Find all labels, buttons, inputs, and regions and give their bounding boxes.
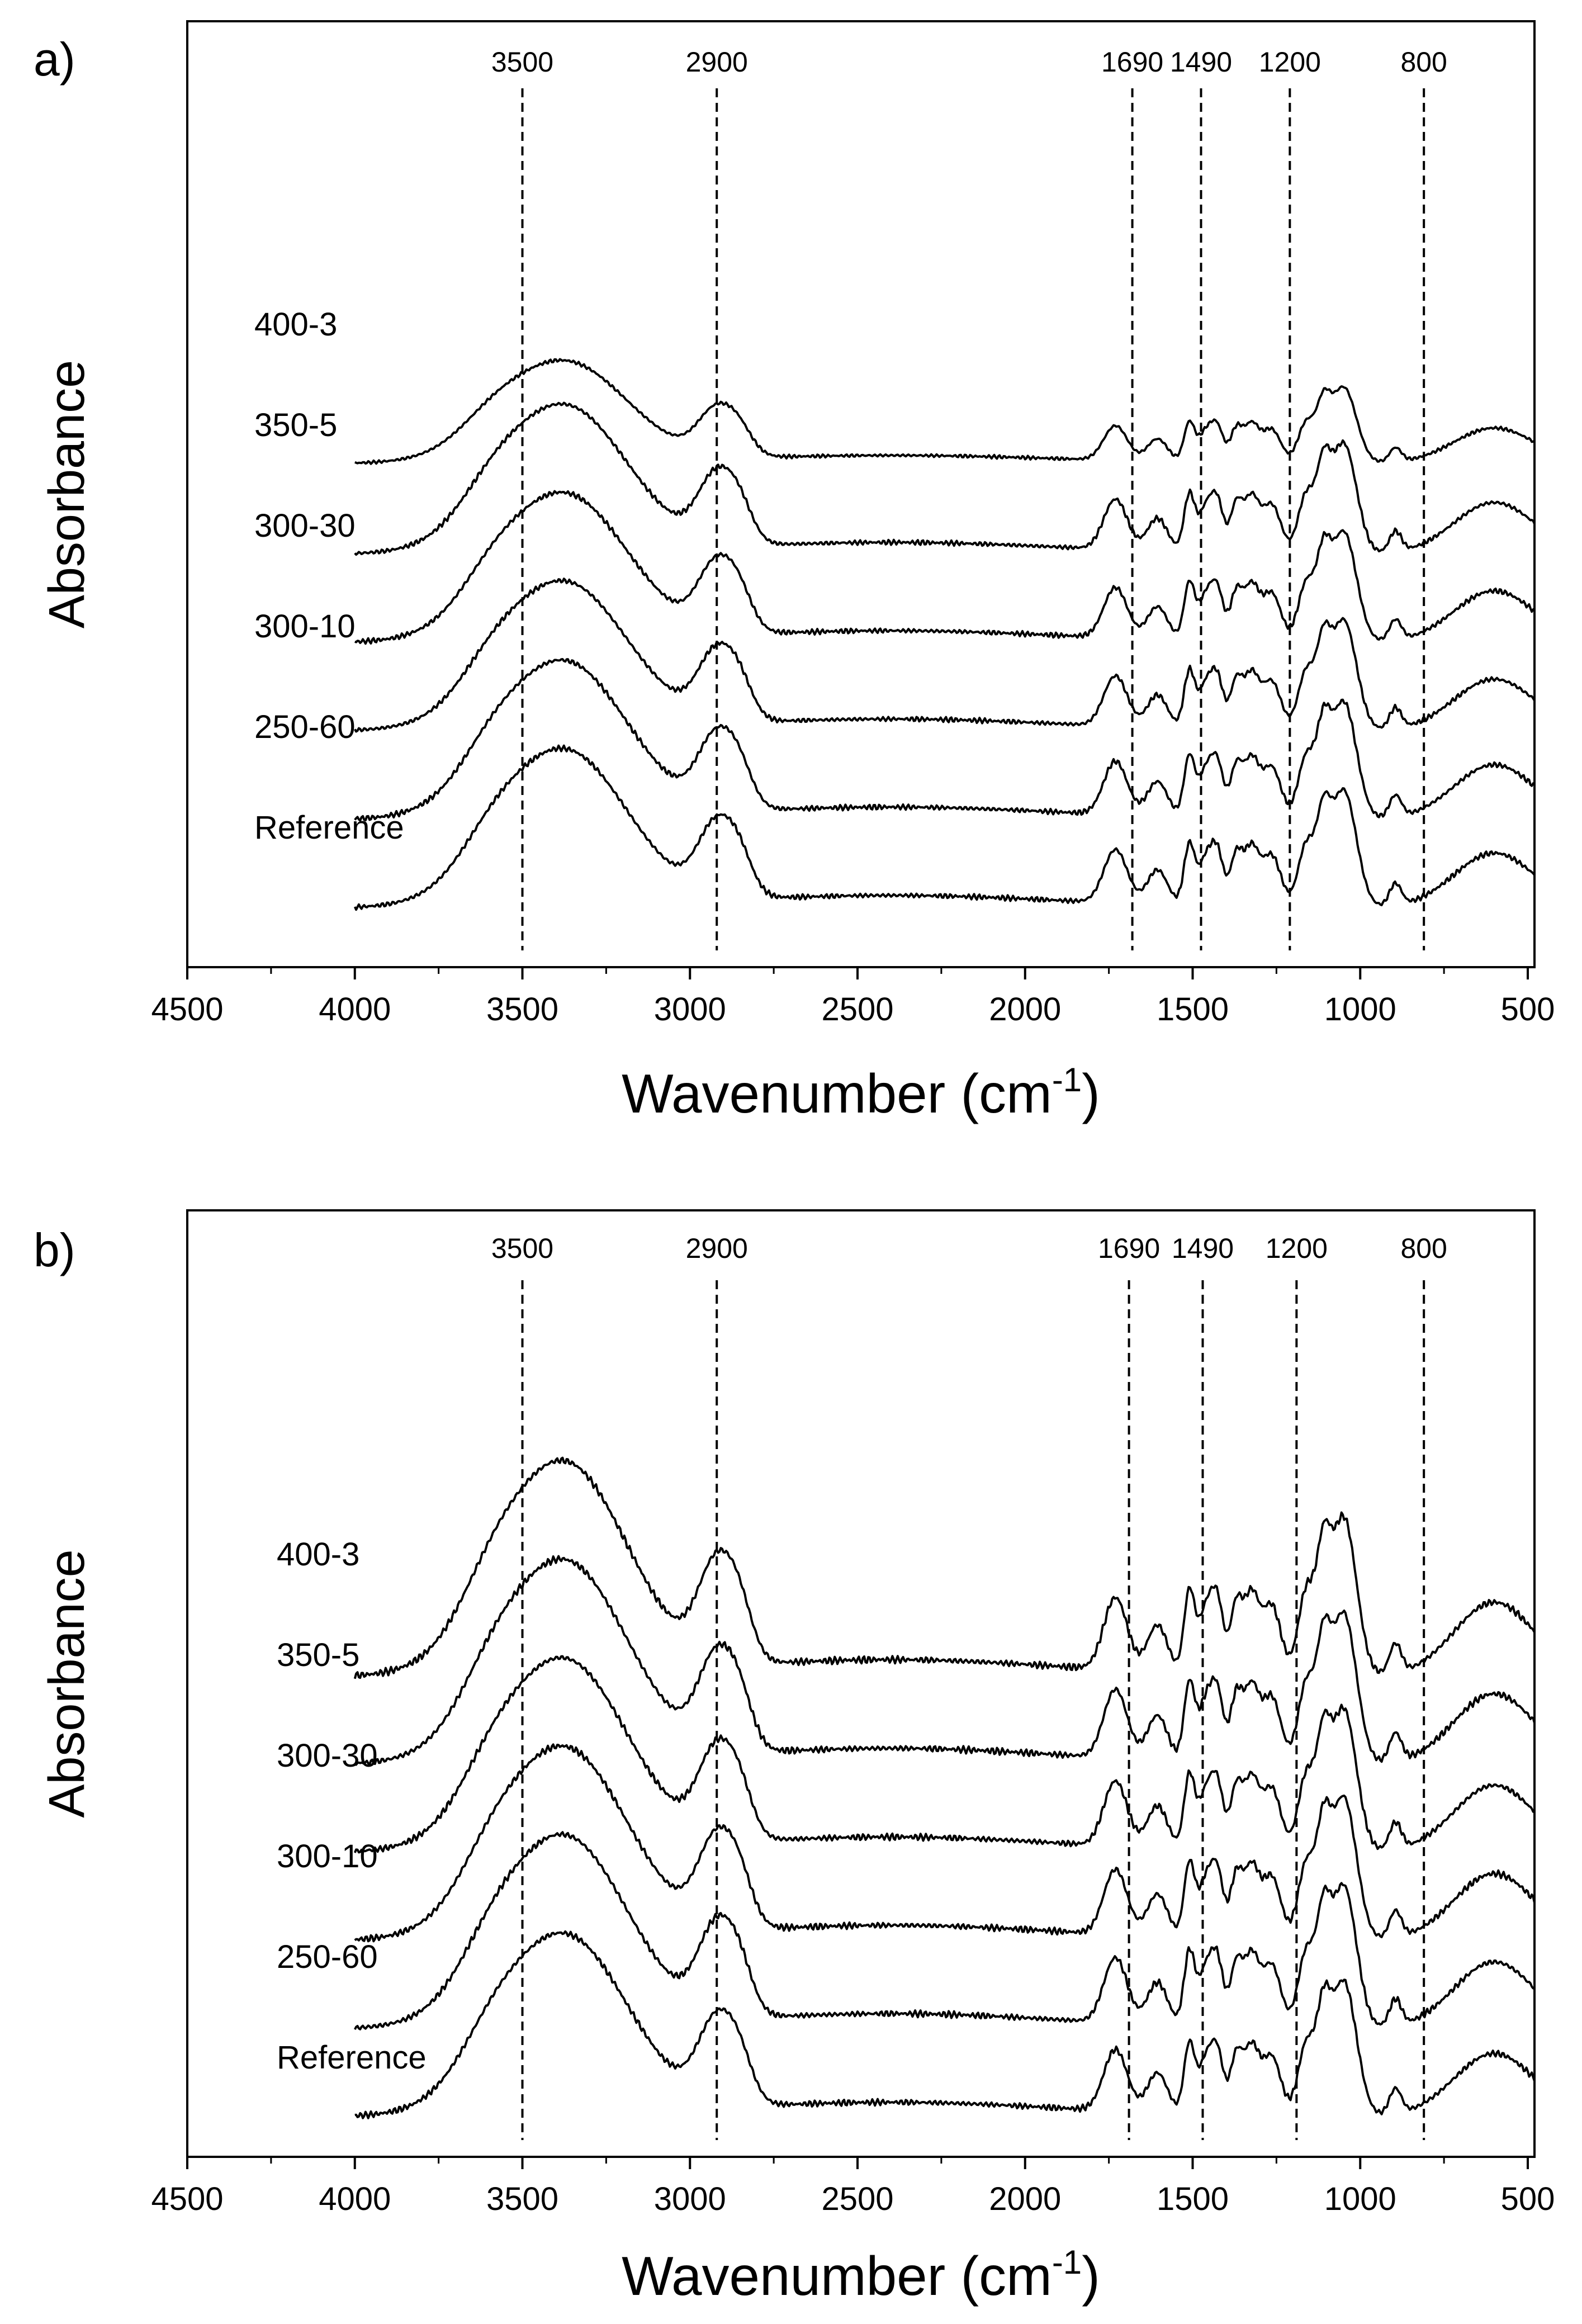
peak-marker-label: 3500 [491, 46, 553, 78]
series-label: 350-5 [277, 1637, 359, 1673]
plot-frame [186, 20, 1536, 968]
series-label: 300-30 [254, 508, 356, 544]
spectrum-line [354, 1555, 1536, 1766]
panel-label: a) [34, 33, 75, 86]
peak-marker-label: 800 [1400, 1233, 1447, 1264]
plot-frame [186, 1209, 1536, 2158]
peak-marker-label: 1690 [1098, 1233, 1160, 1264]
spectrum-line [354, 658, 1536, 822]
y-axis-title: Absorbance [39, 1549, 95, 1817]
x-tick-label: 2500 [821, 2181, 893, 2217]
spectrum-line [354, 578, 1536, 733]
x-axis-title: Wavenumber (cm-1) [622, 2243, 1100, 2307]
x-tick-label: 3500 [486, 991, 558, 1028]
series-label: Reference [277, 2039, 427, 2076]
spectrum-line [354, 490, 1535, 645]
spectrum-line [353, 1655, 1535, 1854]
x-tick-label: 4000 [319, 2181, 391, 2217]
x-tick-label: 3000 [654, 991, 726, 1028]
series-label: 400-3 [254, 306, 337, 343]
x-tick-label: 500 [1501, 991, 1555, 1028]
y-axis-title: Absorbance [39, 360, 95, 628]
x-tick-label: 4500 [151, 991, 223, 1028]
peak-marker-label: 2900 [686, 1233, 748, 1264]
peak-marker-label: 3500 [491, 1233, 553, 1264]
x-tick-label: 2500 [821, 991, 893, 1028]
peak-marker-label: 1490 [1170, 46, 1232, 78]
series-label: 300-10 [254, 608, 356, 645]
x-axis-title: Wavenumber (cm-1) [622, 1061, 1100, 1124]
peak-marker-label: 1200 [1259, 46, 1321, 78]
x-tick-label: 4500 [151, 2181, 223, 2217]
spectrum-line [354, 1831, 1536, 2030]
spectrum-line [354, 401, 1536, 556]
x-tick-label: 4000 [319, 991, 391, 1028]
series-label: 300-30 [277, 1738, 378, 1774]
peak-marker-label: 2900 [686, 46, 748, 78]
spectrum-line [353, 744, 1536, 911]
series-label: 250-60 [254, 709, 356, 745]
series-label: Reference [254, 810, 404, 846]
x-tick-label: 1500 [1157, 2181, 1229, 2217]
series-label: 250-60 [277, 1939, 378, 1975]
peak-marker-label: 1490 [1172, 1233, 1234, 1264]
x-tick-label: 3000 [654, 2181, 726, 2217]
x-tick-label: 3500 [486, 2181, 558, 2217]
peak-marker-label: 800 [1400, 46, 1447, 78]
peak-marker-label: 1690 [1101, 46, 1163, 78]
series-label: 350-5 [254, 407, 337, 443]
x-tick-label: 2000 [989, 2181, 1061, 2217]
spectrum-line [354, 1743, 1536, 1943]
spectrum-line [354, 358, 1536, 465]
peak-marker-label: 1200 [1266, 1233, 1328, 1264]
x-tick-label: 1000 [1324, 991, 1396, 1028]
spectrum-line [354, 1930, 1536, 2119]
panel-label: b) [34, 1224, 75, 1276]
x-tick-label: 1500 [1157, 991, 1229, 1028]
x-tick-label: 2000 [989, 991, 1061, 1028]
x-tick-label: 1000 [1324, 2181, 1396, 2217]
series-label: 400-3 [277, 1536, 359, 1573]
spectrum-line [353, 1456, 1536, 1679]
series-label: 300-10 [277, 1838, 378, 1875]
x-tick-label: 500 [1501, 2181, 1555, 2217]
